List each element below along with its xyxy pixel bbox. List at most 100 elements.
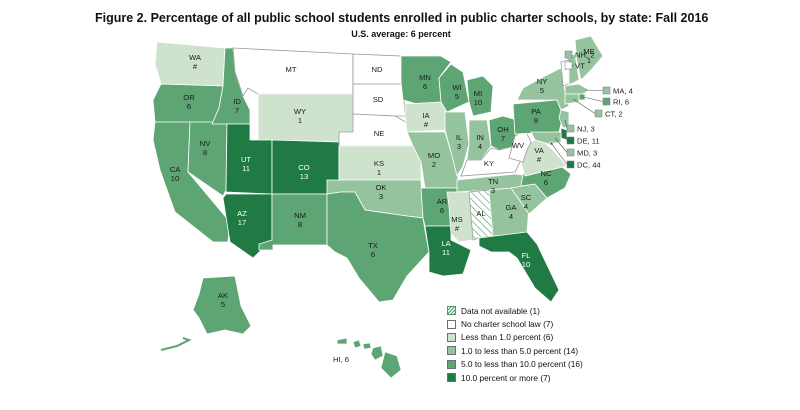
legend-label: 1.0 to less than 5.0 percent (14) [461,345,579,356]
state-label-ok: OK [376,183,387,192]
state-value-fl: 10 [522,260,530,269]
state-value-co: 13 [300,172,308,181]
callout-label-md: MD, 3 [577,149,597,158]
state-ak [192,275,252,335]
state-value-me: 1 [587,56,591,65]
state-label-ia: IA [422,111,430,120]
legend-item-lt1: Less than 1.0 percent (6) [447,331,583,344]
state-label-mi: MI [474,89,482,98]
legend: Data not available (1) No charter school … [447,304,583,384]
state-label-ky: KY [484,159,494,168]
state-value-mn: 6 [423,82,427,91]
state-label-ny: NY [537,77,548,86]
state-value-il: 3 [457,142,461,151]
state-nh [568,53,580,85]
callout-label-de: DE, 11 [577,137,600,146]
state-label-ak: AK [218,291,228,300]
legend-label: Less than 1.0 percent (6) [461,332,554,343]
us-state-map: WA#OR6CA10NV8ID7MTWY1UT11AZ17CO13NM8NDSD… [152,35,633,379]
state-value-ms: # [455,224,460,233]
state-value-sc: 4 [524,202,528,211]
state-label-va: VA [534,146,545,155]
state-value-wa: # [193,62,198,71]
state-label-nm: NM [294,211,306,220]
leader-line-ct [572,98,596,114]
callout-swatch-de [566,136,575,145]
leader-line-nj [564,119,568,129]
state-value-ut: 11 [242,164,250,173]
callout-label-ri: RI, 6 [613,98,629,107]
state-label-pa: PA [531,107,542,116]
state-value-ks: 1 [377,168,381,177]
callout-swatch-ri [602,97,611,106]
callout-swatch-md [566,148,575,157]
state-label-nv: NV [200,139,211,148]
leader-line-dc [550,142,568,165]
state-tx [326,191,430,303]
state-label-tn: TN [488,177,498,186]
state-label-mt: MT [286,65,297,74]
legend-label: No charter school law (7) [461,319,554,330]
state-value-or: 6 [187,102,191,111]
legend-swatch-lt1 [447,332,456,342]
legend-swatch-c10plus [447,373,456,383]
state-value-ar: 6 [440,206,444,215]
callout-swatch-dc [566,160,575,169]
state-label-sd: SD [373,95,384,104]
state-label-ut: UT [241,155,251,164]
state-value-ok: 3 [379,192,383,201]
state-value-ga: 4 [509,212,513,221]
state-value-nc: 6 [544,178,548,187]
us-average-note: U.S. average: 6 percent [351,29,451,39]
callout-swatch-nh [564,50,573,59]
legend-label: 10.0 percent or more (7) [461,372,551,383]
callout-label-nj: NJ, 3 [577,125,595,134]
state-label-oh: OH [497,125,508,134]
figure: Figure 2. Percentage of all public schoo… [95,0,708,410]
state-value-va: # [537,155,542,164]
legend-item-none: No charter school law (7) [447,317,583,330]
state-label-wv: WV [512,141,525,150]
state-label-me: ME [583,47,594,56]
state-hi-island [370,345,384,361]
callout-label-dc: DC, 44 [577,161,601,170]
state-value-id: 7 [235,106,239,115]
state-value-pa: 8 [534,116,538,125]
legend-swatch-na [447,306,456,316]
leader-line-de [563,133,568,141]
callout-label-vt: VT [575,62,585,71]
state-label-il: IL [456,133,462,142]
state-value-mi: 10 [474,98,482,107]
state-wa [154,41,226,87]
legend-label: Data not available (1) [461,305,540,316]
state-mi [466,75,494,117]
state-value-nm: 8 [298,220,302,229]
state-label-mn: MN [419,73,431,82]
legend-item-c5to10: 5.0 to less than 10.0 percent (16) [447,358,583,371]
state-md [530,131,562,145]
state-label-ar: AR [437,197,448,206]
state-hi-island [380,351,402,379]
state-label-in: IN [476,133,484,142]
state-value-wi: 5 [455,92,459,101]
state-value-ak: 5 [221,300,225,309]
state-ma [564,83,590,95]
legend-label: 5.0 to less than 10.0 percent (16) [461,359,583,370]
state-fl [478,231,560,303]
state-value-ny: 5 [540,86,544,95]
state-label-hi: HI, 6 [333,355,349,364]
state-value-oh: 7 [501,134,505,143]
state-label-tx: TX [368,241,378,250]
legend-swatch-none [447,319,456,329]
state-label-sc: SC [521,193,532,202]
state-value-ca: 10 [171,174,179,183]
state-label-la: LA [441,239,451,248]
state-label-az: AZ [237,209,247,218]
state-value-in: 4 [478,142,482,151]
state-label-ks: KS [374,159,384,168]
state-label-nd: ND [372,65,383,74]
callout-swatch-ma [602,86,611,95]
leader-line-ri [582,96,604,102]
legend-item-c1to5: 1.0 to less than 5.0 percent (14) [447,344,583,357]
state-label-id: ID [233,97,241,106]
